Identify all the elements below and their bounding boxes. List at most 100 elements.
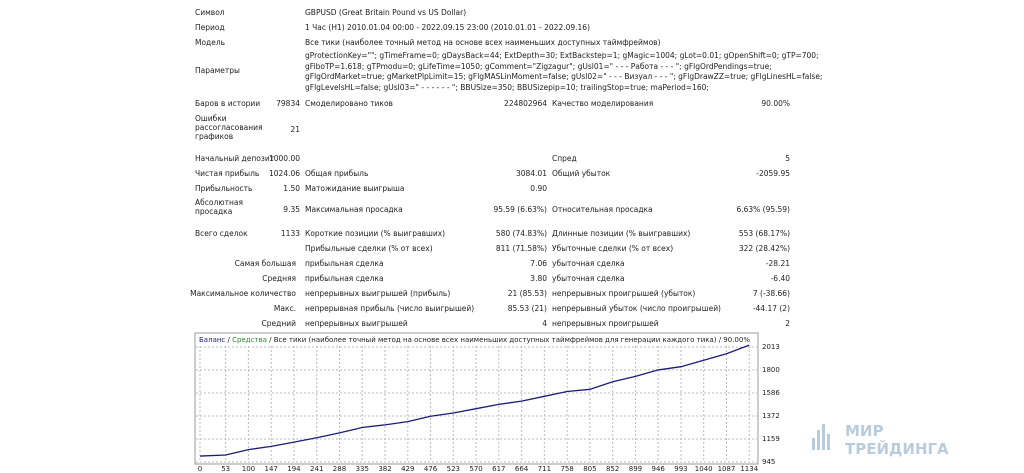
y-tick-label: 2013 bbox=[762, 343, 780, 351]
x-tick-label: 899 bbox=[629, 465, 642, 473]
report-cell: Период bbox=[195, 23, 225, 32]
separator: / bbox=[267, 336, 274, 344]
report-cell: 3.80 bbox=[530, 274, 547, 283]
x-tick-label: 335 bbox=[356, 465, 369, 473]
x-tick-label: 429 bbox=[401, 465, 414, 473]
chart-header: Баланс / Средства / Все тики (наиболее т… bbox=[199, 336, 750, 344]
report-cell: gFlgOrdMarket=true; gMarketPlpLimit=15; … bbox=[305, 72, 823, 81]
separator: / bbox=[225, 336, 232, 344]
y-tick-label: 1800 bbox=[762, 366, 780, 374]
report-cell: Матожидание выигрыша bbox=[305, 184, 405, 193]
report-cell: Баров в истории bbox=[195, 99, 261, 108]
report-cell: 1 Час (H1) 2010.01.04 00:00 - 2022.09.15… bbox=[305, 23, 590, 32]
x-tick-label: 1040 bbox=[695, 465, 713, 473]
report-cell: непрерывных проигрышей bbox=[552, 319, 659, 328]
x-tick-label: 147 bbox=[265, 465, 278, 473]
report-cell: Абсолютная просадка bbox=[195, 198, 243, 216]
report-cell: -2059.95 bbox=[756, 169, 790, 178]
report-cell: Прибыльные сделки (% от всех) bbox=[305, 244, 433, 253]
legend-equity: Средства bbox=[232, 336, 267, 344]
logo-text: МИР bbox=[845, 422, 883, 440]
report-cell: 85.53 (21) bbox=[507, 304, 547, 313]
balance-line bbox=[199, 344, 750, 457]
report-cell: GBPUSD (Great Britain Pound vs US Dollar… bbox=[305, 8, 467, 17]
x-tick-label: 53 bbox=[221, 465, 230, 473]
report-cell: непрерывных выигрышей bbox=[305, 319, 408, 328]
report-cell: 6.63% (95.59) bbox=[736, 205, 790, 214]
x-tick-label: 100 bbox=[242, 465, 255, 473]
report-cell: 9.35 bbox=[283, 205, 300, 214]
report-cell: 1133 bbox=[280, 229, 300, 238]
report-cell: -6.40 bbox=[770, 274, 790, 283]
y-tick-label: 1372 bbox=[762, 412, 780, 420]
report-cell: Максимальная просадка bbox=[305, 205, 403, 214]
x-tick-label: 993 bbox=[674, 465, 687, 473]
report-cell: 580 (74.83%) bbox=[495, 229, 547, 238]
x-tick-label: 1134 bbox=[740, 465, 758, 473]
report-cell: Максимальное количество bbox=[190, 289, 296, 298]
report-cell: 553 (68.17%) bbox=[738, 229, 790, 238]
report-cell: 811 (71.58%) bbox=[495, 244, 547, 253]
chart-subtitle: Все тики (наиболее точный метод на основ… bbox=[274, 336, 751, 344]
report-cell: Символ bbox=[195, 8, 225, 17]
report-cell: -28.21 bbox=[765, 259, 790, 268]
report-cell: 1000.00 bbox=[268, 154, 300, 163]
report-cell: 2 bbox=[785, 319, 790, 328]
report-cell: Начальный депозит bbox=[195, 154, 275, 163]
report-cell: непрерывная прибыль (число выигрышей) bbox=[305, 304, 475, 313]
report-cell: Всего сделок bbox=[195, 229, 248, 238]
logo-bar bbox=[822, 424, 825, 450]
report-cell: Модель bbox=[195, 38, 226, 47]
report-cell: 3084.01 bbox=[515, 169, 547, 178]
report-cell: непрерывный убыток (число проигрышей) bbox=[552, 304, 721, 313]
x-tick-label: 288 bbox=[333, 465, 346, 473]
report-cell: убыточная сделка bbox=[552, 259, 625, 268]
y-tick-label: 1159 bbox=[762, 435, 780, 443]
x-tick-label: 946 bbox=[652, 465, 666, 473]
report-cell: 21 (85.53) bbox=[507, 289, 547, 298]
report-cell: Прибыльность bbox=[195, 184, 253, 193]
report-cell: gFiboTP=1.618; gTPmodu=0; gLifeTime=1050… bbox=[305, 61, 772, 71]
x-tick-label: 617 bbox=[492, 465, 505, 473]
report-cell: Средняя bbox=[262, 274, 296, 283]
report-cell: 5 bbox=[785, 154, 790, 163]
report-cell: 224802964 bbox=[504, 99, 547, 108]
report-cell: Длинные позиции (% выигравших) bbox=[552, 229, 691, 238]
x-tick-label: 241 bbox=[310, 465, 323, 473]
report-cell: Спред bbox=[552, 154, 577, 163]
report-cell: Короткие позиции (% выигравших) bbox=[305, 229, 446, 238]
report-cell: Качество моделирования bbox=[552, 99, 654, 108]
logo-text: ТРЕЙДИНГА bbox=[845, 439, 949, 458]
report-cell: 1024.06 bbox=[268, 169, 300, 178]
x-tick-label: 852 bbox=[606, 465, 619, 473]
report-cell: Общий убыток bbox=[552, 169, 611, 178]
watermark: МИР ТРЕЙДИНГА bbox=[812, 422, 949, 458]
report-cell: 79834 bbox=[276, 99, 300, 108]
report-cell: прибыльная сделка bbox=[305, 274, 384, 283]
report-cell: gProtectionKey=""; gTimeFrame=0; gDaysBa… bbox=[305, 51, 819, 60]
report-cell: Смоделировано тиков bbox=[305, 99, 393, 108]
report-cell: непрерывных выигрышей (прибыль) bbox=[305, 289, 451, 298]
report-cell: 0.90 bbox=[530, 184, 547, 193]
report-cell: Макс. bbox=[273, 304, 296, 313]
report-cell: 7.06 bbox=[530, 259, 547, 268]
report-cell: 4 bbox=[542, 319, 547, 328]
report-cell: Общая прибыль bbox=[305, 169, 369, 178]
logo-bar bbox=[827, 434, 830, 450]
logo-bar bbox=[817, 430, 820, 450]
x-tick-label: 476 bbox=[424, 465, 438, 473]
x-tick-label: 0 bbox=[198, 465, 202, 473]
x-tick-label: 664 bbox=[515, 465, 529, 473]
report-cell: 95.59 (6.63%) bbox=[493, 205, 547, 214]
x-tick-label: 194 bbox=[287, 465, 301, 473]
report-cell: Убыточные сделки (% от всех) bbox=[552, 244, 674, 253]
report-cell: прибыльная сделка bbox=[305, 259, 384, 268]
report-cell: gFlgLevelsHL=false; gUsl03=" - - - - - -… bbox=[305, 82, 709, 92]
report-cell: убыточная сделка bbox=[552, 274, 625, 283]
x-tick-label: 382 bbox=[378, 465, 391, 473]
y-tick-label: 1586 bbox=[762, 389, 780, 397]
report-cell: Ошибки рассогласования графиков bbox=[195, 114, 263, 141]
report-cell: 1.50 bbox=[283, 184, 300, 193]
